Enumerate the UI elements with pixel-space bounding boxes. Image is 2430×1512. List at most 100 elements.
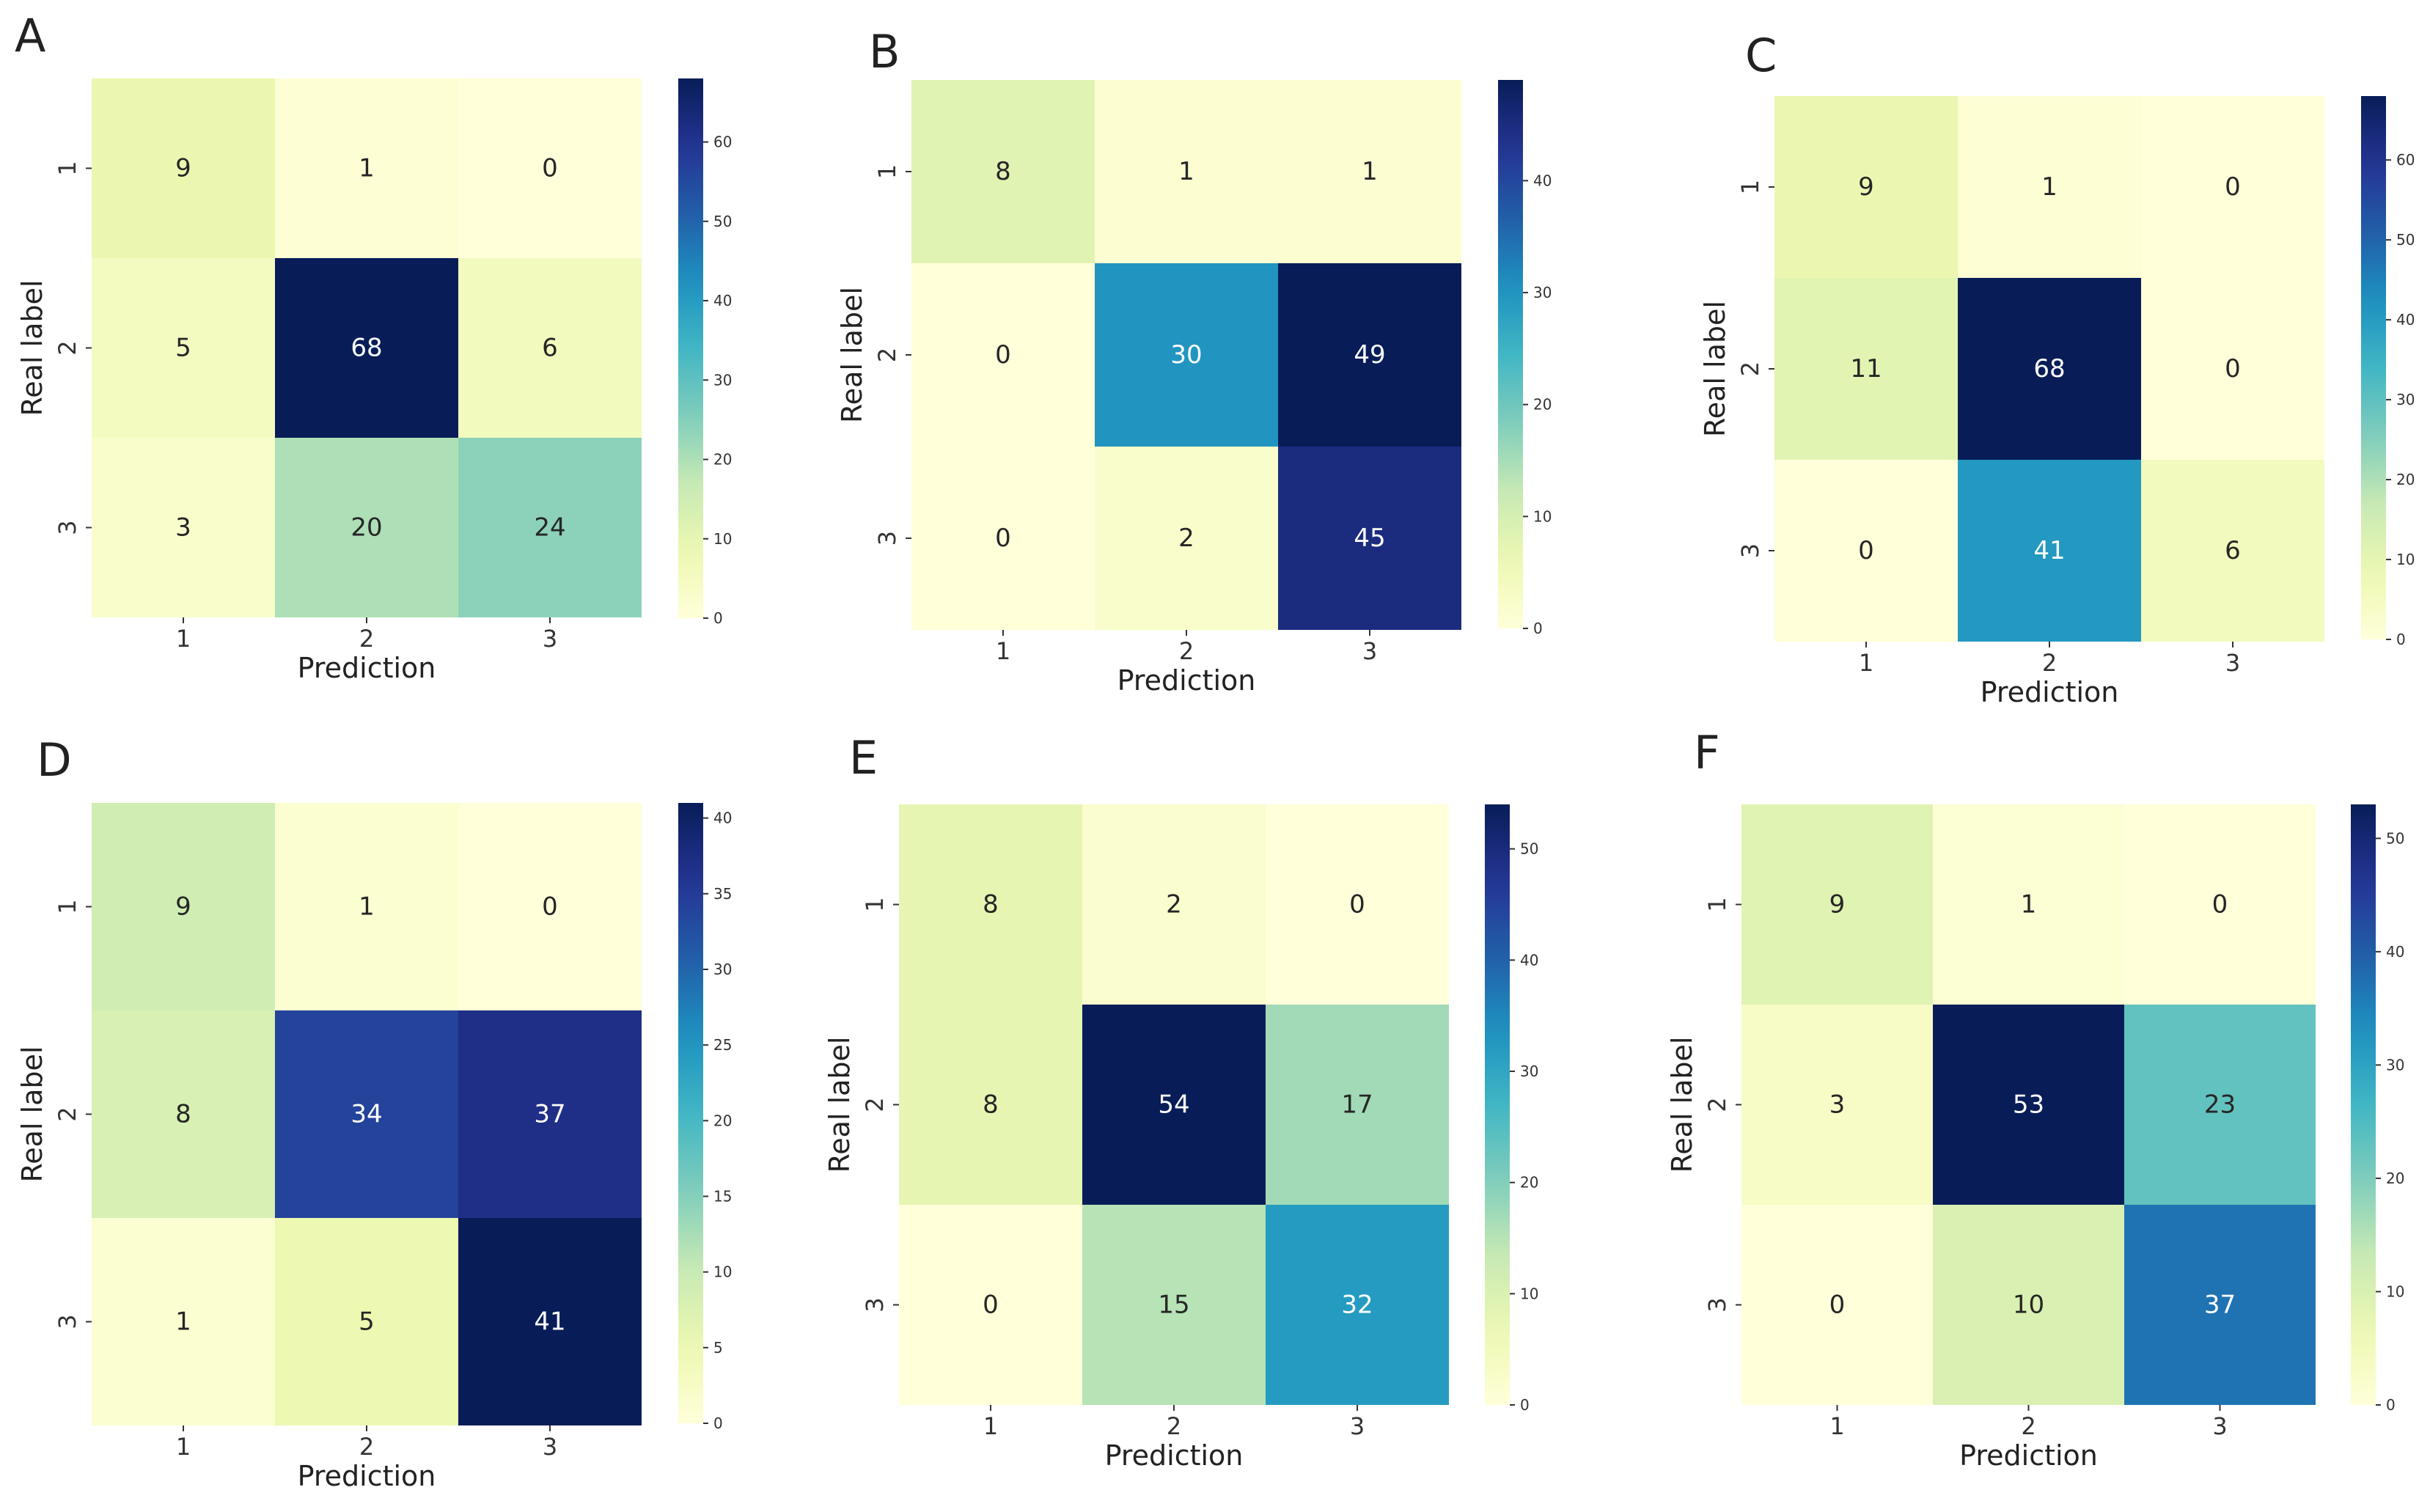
cell-value-label: 6 <box>2225 536 2241 565</box>
colorbar-tick-label: 20 <box>1533 396 1552 414</box>
cell-value-label: 5 <box>175 334 191 363</box>
heatmap-cell <box>458 803 642 1010</box>
heatmap-cell <box>1266 1205 1449 1405</box>
cell-value-label: 1 <box>175 1307 191 1337</box>
cell-value-label: 9 <box>1829 890 1846 920</box>
colorbar-tick-label: 40 <box>713 292 732 309</box>
colorbar-tick-label: 40 <box>1520 951 1538 969</box>
panel-label: C <box>1745 29 1777 82</box>
colorbar <box>1498 80 1523 628</box>
heatmap-cell <box>899 1205 1082 1405</box>
y-tick-label: 3 <box>1703 1297 1731 1312</box>
colorbar-tick-label: 30 <box>2386 1056 2404 1074</box>
colorbar-tick-label: 0 <box>2386 1396 2396 1414</box>
heatmap-cell <box>92 78 275 258</box>
heatmap-cell <box>1958 278 2141 460</box>
cell-value-label: 1 <box>1178 157 1194 186</box>
colorbar-tick-label: 5 <box>713 1339 723 1357</box>
cell-value-label: 37 <box>534 1100 565 1129</box>
heatmap-cell <box>275 1010 458 1218</box>
heatmap-cell <box>1278 447 1461 630</box>
colorbar-tick-label: 50 <box>713 213 732 230</box>
heatmap-cell <box>1082 1205 1266 1405</box>
colorbar-tick-label: 10 <box>2396 551 2415 568</box>
heatmap-cell <box>1958 460 2141 642</box>
cell-value-label: 17 <box>1341 1090 1373 1120</box>
heatmap-cell <box>1095 80 1278 263</box>
cell-value-label: 68 <box>350 334 382 363</box>
colorbar-tick-label: 30 <box>713 371 732 389</box>
y-axis-title: Real label <box>16 280 48 416</box>
cell-value-label: 1 <box>359 154 375 183</box>
heatmap-cell <box>92 803 275 1010</box>
colorbar-tick-label: 25 <box>713 1036 732 1054</box>
heatmap-cell <box>458 78 642 258</box>
heatmap-cell <box>1933 1005 2124 1205</box>
heatmap-cell <box>275 438 458 617</box>
heatmap-cell <box>1095 263 1278 447</box>
heatmap-cell <box>1082 804 1266 1005</box>
cell-value-label: 1 <box>2041 172 2058 202</box>
heatmap-cell <box>1774 278 1958 460</box>
heatmap-cell <box>1082 1005 1266 1205</box>
heatmap-cell <box>1266 1005 1449 1205</box>
heatmap-cell <box>1774 460 1958 642</box>
y-tick-label: 3 <box>54 1314 81 1329</box>
y-tick-label: 1 <box>54 161 81 175</box>
heatmap-cell <box>275 1218 458 1425</box>
x-tick-label: 3 <box>2225 649 2240 677</box>
cell-value-label: 8 <box>995 157 1011 186</box>
cell-value-label: 3 <box>175 513 191 543</box>
x-tick-label: 2 <box>2021 1412 2036 1440</box>
colorbar-tick-label: 15 <box>713 1187 732 1205</box>
colorbar-tick-label: 50 <box>2396 231 2415 249</box>
x-tick-label: 3 <box>543 1433 557 1461</box>
heatmap-cell <box>2124 1005 2316 1205</box>
cell-value-label: 9 <box>175 154 191 183</box>
cell-value-label: 2 <box>1166 890 1182 920</box>
colorbar-tick-label: 10 <box>713 530 732 548</box>
panel-label: E <box>849 731 878 785</box>
y-axis-title: Real label <box>1699 301 1731 437</box>
colorbar <box>2361 96 2386 639</box>
heatmap-cell <box>1095 447 1278 630</box>
colorbar <box>2351 804 2376 1405</box>
cell-value-label: 9 <box>175 892 191 922</box>
x-axis-title: Prediction <box>298 1460 436 1492</box>
y-tick-label: 3 <box>1736 543 1764 558</box>
y-tick-label: 3 <box>873 531 901 546</box>
colorbar-tick-label: 40 <box>2396 311 2415 329</box>
colorbar-tick-label: 0 <box>713 1414 723 1432</box>
y-tick-label: 3 <box>54 520 81 535</box>
cell-value-label: 0 <box>2212 890 2228 920</box>
y-tick-label: 2 <box>873 348 901 362</box>
heatmap-cell <box>911 447 1095 630</box>
y-tick-label: 1 <box>1703 897 1731 911</box>
heatmap-cell <box>899 1005 1082 1205</box>
cell-value-label: 68 <box>2033 354 2065 383</box>
cell-value-label: 0 <box>983 1291 999 1320</box>
heatmap-cell <box>458 1218 642 1425</box>
colorbar-tick-label: 20 <box>2386 1170 2404 1187</box>
colorbar <box>678 78 703 618</box>
colorbar-tick-label: 0 <box>1520 1396 1530 1414</box>
heatmap-cell <box>275 78 458 258</box>
heatmap-cell <box>92 1010 275 1218</box>
x-tick-label: 2 <box>1167 1412 1181 1440</box>
colorbar-tick-label: 0 <box>713 609 723 627</box>
x-tick-label: 1 <box>176 1433 191 1461</box>
heatmap-cell <box>1741 1205 1933 1405</box>
heatmap-cell <box>1278 263 1461 447</box>
x-tick-label: 2 <box>359 1433 374 1461</box>
cell-value-label: 2 <box>1178 524 1194 553</box>
heatmap-cell <box>1774 96 1958 278</box>
heatmap-cell <box>92 258 275 438</box>
heatmap-cell <box>458 438 642 617</box>
colorbar-tick-label: 20 <box>1520 1174 1538 1192</box>
y-axis-title: Real label <box>836 287 868 423</box>
heatmap-cell <box>92 1218 275 1425</box>
panel-label: D <box>37 733 72 787</box>
